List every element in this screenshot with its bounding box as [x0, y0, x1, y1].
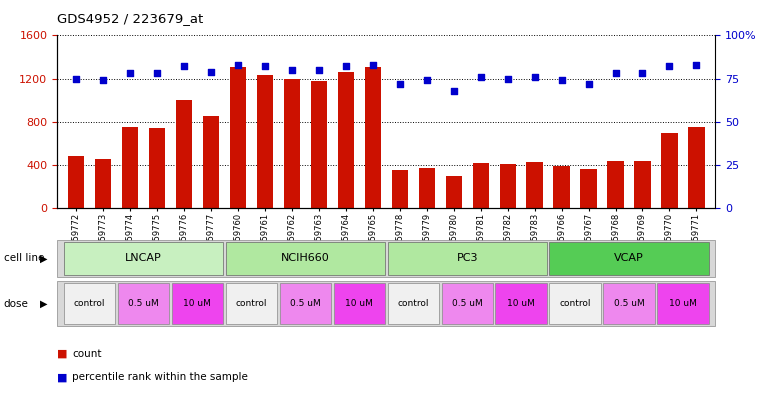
Text: ▶: ▶	[40, 299, 47, 309]
Text: control: control	[397, 299, 429, 308]
Bar	[661, 132, 677, 208]
Text: control: control	[74, 299, 105, 308]
Text: GDS4952 / 223679_at: GDS4952 / 223679_at	[57, 12, 203, 25]
Point	[610, 70, 622, 77]
Point	[690, 62, 702, 68]
Text: ■: ■	[57, 349, 68, 359]
Point	[313, 67, 325, 73]
Text: 10 uM: 10 uM	[669, 299, 697, 308]
Bar	[95, 158, 111, 208]
Text: LNCAP: LNCAP	[125, 253, 162, 263]
Point	[285, 67, 298, 73]
Text: 0.5 uM: 0.5 uM	[452, 299, 482, 308]
Bar	[553, 166, 570, 208]
Point	[475, 74, 487, 80]
Bar	[365, 67, 380, 208]
Point	[367, 62, 379, 68]
Point	[259, 63, 271, 70]
Point	[447, 88, 460, 94]
Bar	[176, 100, 192, 208]
Text: ▶: ▶	[40, 253, 47, 263]
Text: 10 uM: 10 uM	[183, 299, 212, 308]
Bar	[689, 127, 705, 208]
Text: dose: dose	[4, 299, 29, 309]
Text: count: count	[72, 349, 102, 359]
Point	[501, 75, 514, 82]
Bar	[256, 75, 273, 208]
Bar	[284, 79, 300, 208]
Bar	[122, 127, 138, 208]
Text: 0.5 uM: 0.5 uM	[128, 299, 159, 308]
Bar	[581, 169, 597, 208]
Point	[393, 81, 406, 87]
Point	[556, 77, 568, 83]
Bar	[607, 161, 623, 208]
Bar	[635, 161, 651, 208]
Text: control: control	[559, 299, 591, 308]
Text: cell line: cell line	[4, 253, 44, 263]
Text: VCAP: VCAP	[614, 253, 644, 263]
Point	[232, 62, 244, 68]
Text: control: control	[236, 299, 267, 308]
Text: ■: ■	[57, 372, 68, 382]
Bar	[392, 171, 408, 208]
Text: 10 uM: 10 uM	[345, 299, 373, 308]
Bar	[527, 162, 543, 208]
Bar	[310, 81, 327, 208]
Text: 0.5 uM: 0.5 uM	[613, 299, 645, 308]
Point	[124, 70, 136, 77]
Bar	[149, 128, 165, 208]
Point	[528, 74, 540, 80]
Text: PC3: PC3	[457, 253, 478, 263]
Point	[205, 68, 217, 75]
Point	[178, 63, 190, 70]
Text: 10 uM: 10 uM	[507, 299, 535, 308]
Bar	[473, 163, 489, 208]
Bar	[445, 176, 462, 208]
Bar	[499, 164, 516, 208]
Bar	[68, 156, 84, 208]
Bar	[230, 67, 246, 208]
Text: 0.5 uM: 0.5 uM	[290, 299, 320, 308]
Bar	[419, 168, 435, 208]
Point	[582, 81, 594, 87]
Text: NCIH660: NCIH660	[281, 253, 330, 263]
Point	[636, 70, 648, 77]
Point	[664, 63, 676, 70]
Point	[70, 75, 82, 82]
Bar	[202, 116, 219, 208]
Text: percentile rank within the sample: percentile rank within the sample	[72, 372, 248, 382]
Point	[339, 63, 352, 70]
Bar	[338, 72, 354, 208]
Point	[151, 70, 163, 77]
Point	[97, 77, 109, 83]
Point	[421, 77, 433, 83]
